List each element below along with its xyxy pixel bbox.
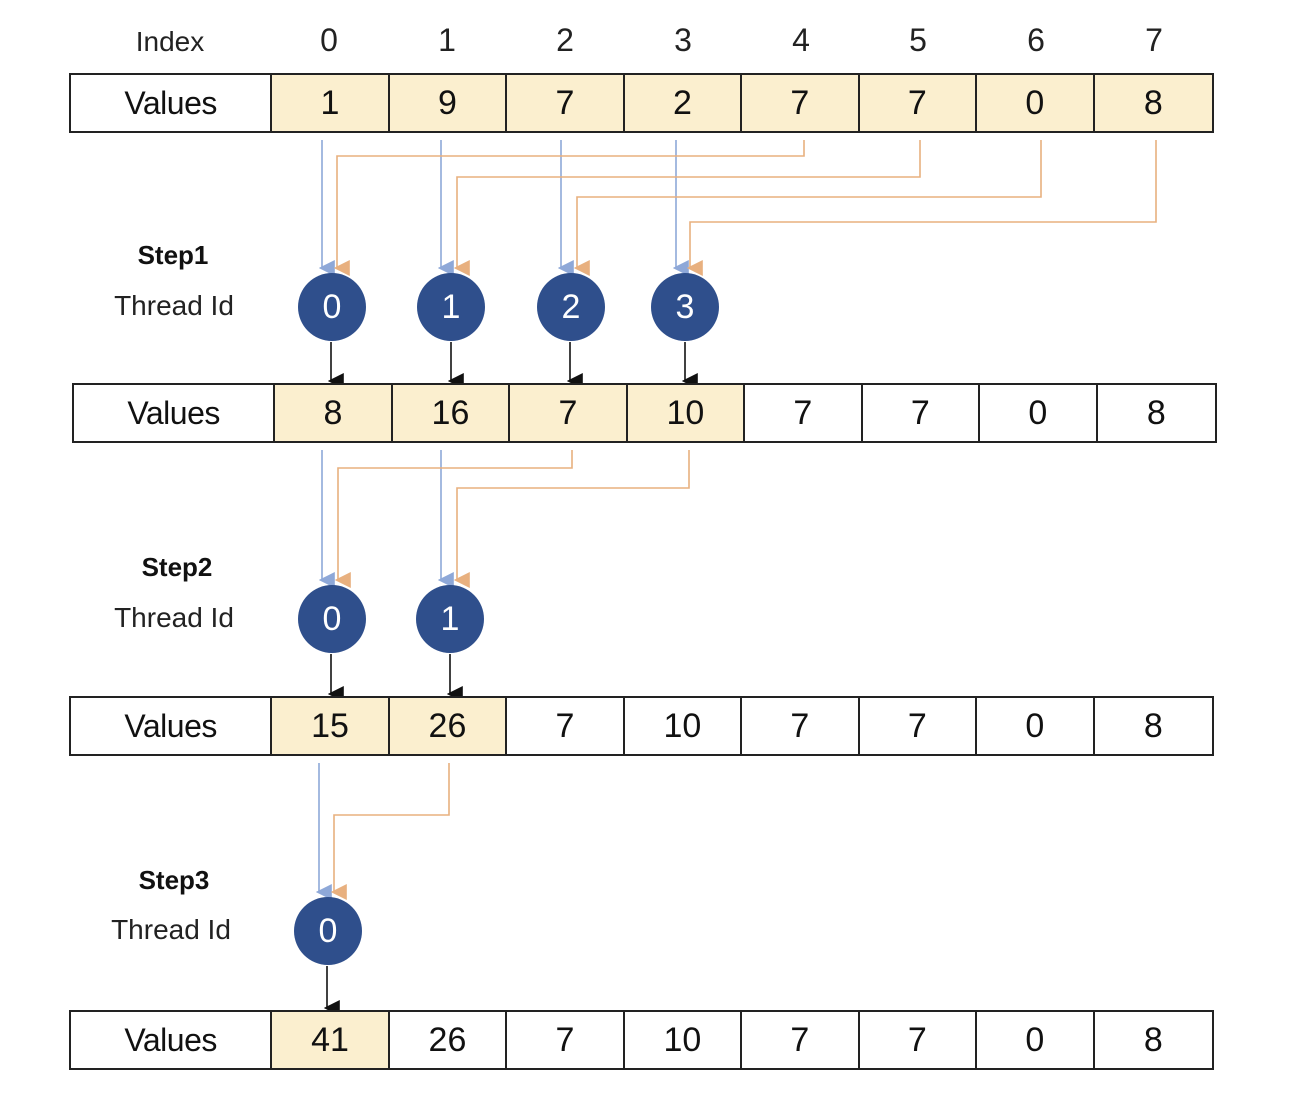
- thread-id-label: Thread Id: [111, 914, 231, 945]
- value-cell: 1: [272, 75, 390, 131]
- thread-id-label: Thread Id: [114, 290, 234, 321]
- value-cell: 7: [507, 698, 625, 754]
- index-number: 1: [438, 22, 456, 58]
- thread-circle: 0: [294, 897, 362, 965]
- value-cell: 0: [977, 698, 1095, 754]
- step2-arrows: [318, 450, 690, 702]
- index-number: 5: [909, 22, 927, 58]
- value-cell: 10: [625, 1012, 743, 1068]
- value-cell: 0: [977, 1012, 1095, 1068]
- step3-arrows: [315, 763, 450, 1016]
- value-cell: 10: [627, 385, 746, 441]
- value-cell: 9: [389, 75, 508, 131]
- value-cell: 7: [507, 1012, 625, 1068]
- step1-arrows: [318, 140, 1157, 389]
- row-label: Values: [71, 75, 273, 131]
- row-label: Values: [74, 385, 276, 441]
- step-title: Step2: [141, 552, 213, 582]
- index-number: 7: [1145, 22, 1163, 58]
- thread-circle: 0: [298, 585, 366, 653]
- thread-circle: 0: [298, 273, 366, 341]
- index-number: 0: [320, 22, 338, 58]
- value-cell: 0: [980, 385, 1098, 441]
- value-cell: 8: [1143, 1020, 1163, 1059]
- index-number: 3: [674, 22, 692, 58]
- row-label: Values: [71, 1012, 273, 1068]
- values-row-step2: Values 15 26 7 10 7 7 0 8: [69, 696, 1214, 756]
- value-cell: 15: [272, 698, 390, 754]
- thread-circle: 3: [651, 273, 719, 341]
- value-cell: 8: [1094, 75, 1212, 131]
- value-cell: 7: [860, 1012, 978, 1068]
- value-cell: 7: [742, 698, 860, 754]
- thread-circle: 1: [417, 273, 485, 341]
- value-cell: 2: [624, 75, 743, 131]
- value-cell: 7: [510, 385, 628, 441]
- index-header: Index: [135, 26, 205, 57]
- values-row-initial: Values 1 9 7 2 7 7 0 8: [69, 73, 1214, 133]
- value-cell: 0: [977, 75, 1095, 131]
- thread-circle: 1: [416, 585, 484, 653]
- value-cell: 7: [859, 75, 978, 131]
- values-row-step1: Values 8 16 7 10 7 7 0 8: [72, 383, 1217, 443]
- value-cell: 7: [742, 1012, 860, 1068]
- value-cell: 26: [390, 1012, 508, 1068]
- thread-id-label: Thread Id: [114, 602, 234, 633]
- step-title: Step3: [138, 865, 210, 895]
- value-cell: 7: [507, 75, 625, 131]
- thread-circle: 2: [537, 273, 605, 341]
- value-cell: 8: [1143, 706, 1163, 745]
- value-cell: 16: [392, 385, 511, 441]
- value-cell: 8: [1146, 393, 1166, 432]
- value-cell: 7: [745, 385, 863, 441]
- value-cell: 8: [275, 385, 393, 441]
- index-number: 4: [792, 22, 810, 58]
- step-title: Step1: [137, 240, 209, 270]
- value-cell: 7: [860, 698, 978, 754]
- row-label: Values: [71, 698, 273, 754]
- index-number: 6: [1027, 22, 1045, 58]
- values-row-step3: Values 41 26 7 10 7 7 0 8: [69, 1010, 1214, 1070]
- value-cell: 10: [625, 698, 743, 754]
- value-cell: 26: [389, 698, 508, 754]
- index-number: 2: [556, 22, 574, 58]
- value-cell: 7: [863, 385, 981, 441]
- value-cell: 41: [272, 1012, 390, 1068]
- value-cell: 7: [742, 75, 860, 131]
